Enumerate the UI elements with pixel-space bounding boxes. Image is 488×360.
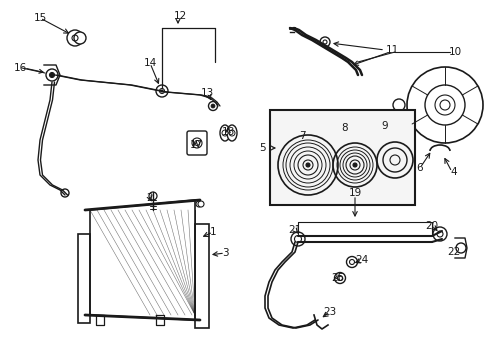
Circle shape: [46, 69, 58, 81]
Text: 6: 6: [416, 163, 423, 173]
Circle shape: [49, 72, 54, 77]
Circle shape: [434, 95, 454, 115]
Text: 12: 12: [173, 11, 186, 21]
Text: 17: 17: [189, 140, 202, 150]
Circle shape: [455, 243, 465, 253]
Text: 15: 15: [33, 13, 46, 23]
Text: 16: 16: [13, 63, 26, 73]
Bar: [269, 110, 414, 205]
Circle shape: [156, 85, 168, 97]
Circle shape: [392, 99, 404, 111]
Circle shape: [290, 232, 305, 246]
Circle shape: [149, 192, 157, 200]
Text: 5: 5: [258, 143, 265, 153]
Text: 7: 7: [298, 131, 305, 141]
Circle shape: [228, 130, 235, 136]
Text: 13: 13: [200, 88, 213, 98]
Text: 23: 23: [323, 307, 336, 317]
Circle shape: [161, 90, 163, 92]
Text: 18: 18: [221, 127, 234, 137]
Ellipse shape: [226, 125, 237, 141]
Text: 11: 11: [385, 45, 398, 55]
Bar: [78, 234, 90, 323]
Text: 24: 24: [355, 255, 368, 265]
Ellipse shape: [220, 125, 229, 141]
FancyBboxPatch shape: [186, 131, 206, 155]
Text: 1: 1: [209, 227, 216, 237]
Circle shape: [61, 189, 69, 197]
Text: 21: 21: [288, 225, 301, 235]
Text: 8: 8: [341, 123, 347, 133]
Circle shape: [211, 104, 214, 108]
Text: 25: 25: [331, 273, 344, 283]
Circle shape: [334, 273, 345, 284]
Text: 4: 4: [450, 167, 456, 177]
Circle shape: [196, 201, 202, 207]
Bar: [195, 224, 208, 328]
Circle shape: [432, 227, 446, 241]
Circle shape: [208, 102, 217, 111]
Circle shape: [198, 201, 203, 207]
Text: 22: 22: [447, 247, 460, 257]
Circle shape: [406, 67, 482, 143]
Circle shape: [192, 138, 202, 148]
Circle shape: [319, 37, 329, 47]
Text: 20: 20: [425, 221, 438, 231]
Text: 14: 14: [143, 58, 156, 68]
Text: 2: 2: [146, 193, 153, 203]
Circle shape: [74, 32, 86, 44]
Circle shape: [346, 256, 357, 267]
Circle shape: [67, 30, 83, 46]
Circle shape: [424, 85, 464, 125]
Text: 9: 9: [381, 121, 387, 131]
Text: 3: 3: [221, 248, 228, 258]
Text: 10: 10: [447, 47, 461, 57]
Text: 19: 19: [347, 188, 361, 198]
Circle shape: [305, 163, 309, 167]
Circle shape: [352, 163, 356, 167]
Circle shape: [222, 130, 227, 136]
